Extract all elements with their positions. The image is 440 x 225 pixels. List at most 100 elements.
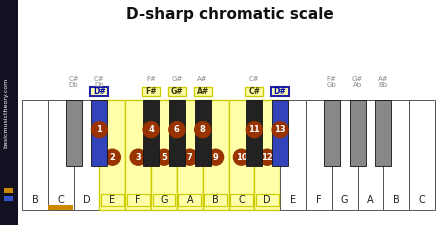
Bar — [256, 194, 279, 206]
Text: C: C — [238, 195, 245, 205]
Text: D: D — [264, 195, 271, 205]
Text: G#: G# — [171, 76, 183, 82]
Text: C#: C# — [94, 76, 105, 82]
Text: C#: C# — [68, 76, 79, 82]
Text: D#: D# — [274, 87, 286, 96]
Text: 6: 6 — [174, 125, 180, 134]
Text: 12: 12 — [261, 153, 273, 162]
Bar — [349, 100, 366, 166]
Text: F#: F# — [327, 76, 337, 82]
Bar — [280, 100, 306, 210]
Text: 11: 11 — [249, 125, 260, 134]
Text: 7: 7 — [187, 153, 193, 162]
Bar — [73, 100, 99, 210]
Text: E: E — [290, 195, 296, 205]
Text: C#: C# — [249, 76, 260, 82]
Bar — [4, 188, 13, 193]
Bar — [332, 100, 358, 210]
Bar — [169, 100, 185, 166]
Text: Db: Db — [95, 82, 104, 88]
Text: F: F — [316, 195, 322, 205]
Text: A: A — [367, 195, 374, 205]
Circle shape — [92, 122, 107, 138]
Text: A#: A# — [197, 87, 209, 96]
Bar — [203, 100, 228, 210]
Circle shape — [156, 149, 172, 165]
Bar — [127, 194, 150, 206]
Bar — [4, 196, 13, 201]
Circle shape — [169, 122, 185, 138]
Text: F#: F# — [146, 76, 156, 82]
Text: C#: C# — [248, 87, 260, 96]
Bar — [99, 100, 125, 210]
Text: 10: 10 — [235, 153, 247, 162]
Bar — [142, 87, 160, 96]
Bar — [125, 100, 151, 210]
Text: basicmusictheory.com: basicmusictheory.com — [4, 78, 8, 148]
Text: Gb: Gb — [327, 82, 337, 88]
Text: E: E — [109, 195, 115, 205]
Text: B: B — [393, 195, 400, 205]
Text: D#: D# — [93, 87, 106, 96]
Text: C: C — [419, 195, 425, 205]
Text: 2: 2 — [110, 153, 115, 162]
Bar — [143, 100, 159, 166]
Bar — [306, 100, 332, 210]
Bar — [246, 87, 263, 96]
Text: A: A — [187, 195, 193, 205]
Circle shape — [182, 149, 198, 165]
Bar — [153, 194, 176, 206]
Bar — [168, 87, 186, 96]
Text: 9: 9 — [213, 153, 219, 162]
Text: Ab: Ab — [353, 82, 362, 88]
Circle shape — [130, 149, 146, 165]
Text: 5: 5 — [161, 153, 167, 162]
Bar — [254, 100, 280, 210]
Bar — [230, 194, 253, 206]
Circle shape — [208, 149, 224, 165]
Circle shape — [104, 149, 121, 165]
Text: 8: 8 — [200, 125, 205, 134]
Bar — [178, 194, 201, 206]
Bar — [48, 205, 73, 210]
Text: B: B — [32, 195, 38, 205]
Text: D: D — [83, 195, 90, 205]
Circle shape — [194, 122, 211, 138]
Circle shape — [259, 149, 275, 165]
Text: 4: 4 — [148, 125, 154, 134]
Text: F#: F# — [145, 87, 157, 96]
Text: A#: A# — [378, 76, 389, 82]
Bar — [194, 87, 212, 96]
Bar — [324, 100, 340, 166]
Bar — [375, 100, 391, 166]
Bar — [204, 194, 227, 206]
Bar — [101, 194, 124, 206]
Text: G#: G# — [352, 76, 363, 82]
Text: G#: G# — [171, 87, 183, 96]
Text: G: G — [160, 195, 168, 205]
Text: 1: 1 — [96, 125, 103, 134]
Text: B: B — [212, 195, 219, 205]
Text: G: G — [341, 195, 348, 205]
Circle shape — [246, 122, 262, 138]
Bar — [22, 100, 48, 210]
Bar — [0, 0, 18, 225]
Bar — [92, 100, 107, 166]
Bar — [91, 87, 108, 96]
Text: Bb: Bb — [379, 82, 388, 88]
Text: 3: 3 — [135, 153, 141, 162]
Bar — [409, 100, 435, 210]
Bar — [66, 100, 82, 166]
Circle shape — [272, 122, 288, 138]
Circle shape — [233, 149, 249, 165]
Bar — [272, 100, 288, 166]
Text: A#: A# — [198, 76, 208, 82]
Bar — [383, 100, 409, 210]
Circle shape — [143, 122, 159, 138]
Bar — [151, 100, 177, 210]
Bar — [358, 100, 383, 210]
Text: D-sharp chromatic scale: D-sharp chromatic scale — [126, 7, 334, 22]
Bar — [271, 87, 289, 96]
Bar — [194, 100, 211, 166]
Text: F: F — [136, 195, 141, 205]
